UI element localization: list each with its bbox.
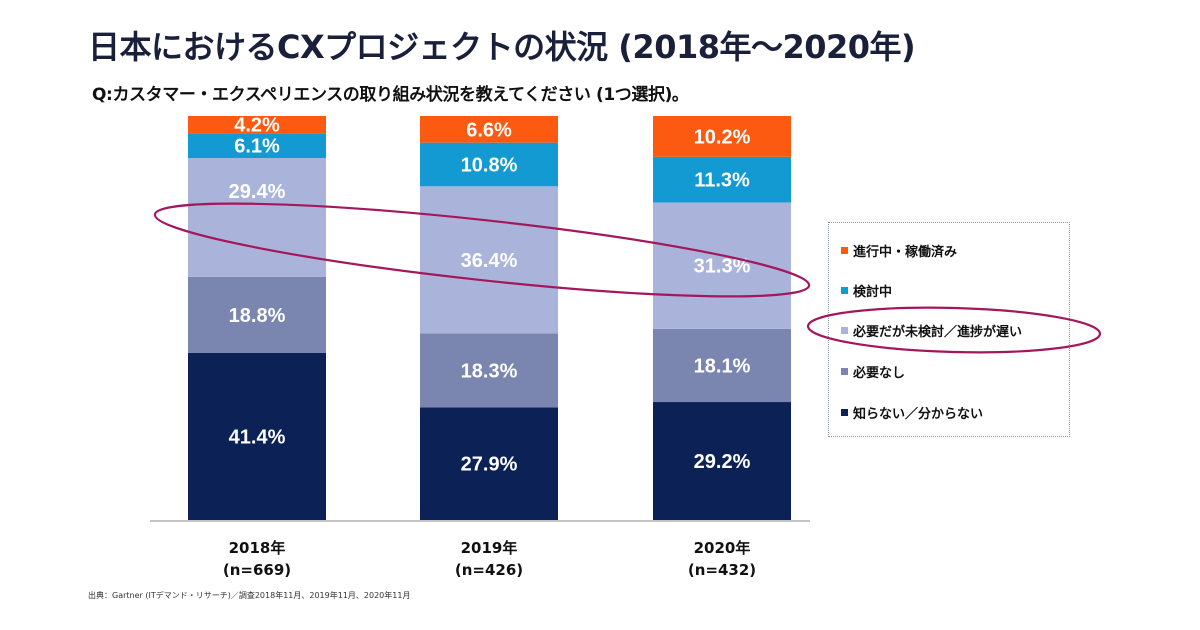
data-label: 29.4%	[229, 181, 286, 203]
bar-segment	[188, 352, 326, 520]
x-tick-label: 2018年	[229, 539, 286, 557]
legend-swatch-icon	[841, 247, 848, 254]
legend-label: 必要だが未検討／進捗が遅い	[853, 325, 1023, 340]
highlight-ellipse-bars	[153, 202, 811, 298]
x-tick-sublabel: (n=669)	[223, 561, 291, 579]
bar-segment	[653, 116, 791, 157]
bar-segment	[188, 276, 326, 353]
legend-swatch-icon	[841, 409, 848, 416]
x-tick-sublabel: (n=426)	[455, 561, 523, 579]
legend-label: 知らない／分からない	[853, 407, 984, 422]
data-label: 18.1%	[694, 355, 751, 377]
data-label: 10.2%	[694, 126, 751, 148]
bar-segment	[188, 158, 326, 277]
bar-segment	[188, 116, 326, 134]
legend-swatch-icon	[841, 327, 848, 334]
legend-item: 必要なし	[841, 362, 905, 381]
data-label: 6.6%	[466, 119, 512, 141]
data-label: 18.8%	[229, 305, 286, 327]
chart-legend: 進行中・稼働済み 検討中必要だが未検討／進捗が遅い 必要なし知らない／分からない	[828, 222, 1070, 437]
data-label: 27.9%	[461, 454, 518, 476]
legend-item: 検討中	[841, 281, 892, 300]
bars-group	[188, 116, 791, 520]
x-tick-label: 2020年	[694, 539, 751, 557]
legend-item: 必要だが未検討／進捗が遅い	[841, 321, 1022, 340]
bar-segment	[420, 333, 558, 408]
data-label: 4.2%	[234, 115, 280, 137]
data-label: 11.3%	[694, 170, 750, 192]
data-label: 18.3%	[461, 360, 518, 382]
bar-segment	[420, 142, 558, 187]
bar-segment	[420, 186, 558, 334]
bar-segment	[420, 116, 558, 143]
page-title: 日本におけるCXプロジェクトの状況 (2018年～2020年)	[88, 28, 916, 66]
data-label: 41.4%	[229, 426, 286, 448]
legend-label: 検討中	[853, 285, 893, 300]
data-label: 31.3%	[694, 256, 751, 278]
data-label: 29.2%	[694, 451, 751, 473]
data-label: 10.8%	[461, 154, 518, 176]
data-label: 6.1%	[234, 136, 280, 158]
category-labels-group: 2018年 (n=669) 2019年 (n=426) 2020年 (n=432)	[223, 539, 756, 579]
legend-item: 進行中・稼働済み	[841, 241, 957, 260]
bar-segment	[653, 328, 791, 403]
survey-question: Q:カスタマー・エクスペリエンスの取り組み状況を教えてください (1つ選択)。	[92, 85, 689, 105]
legend-swatch-icon	[841, 287, 848, 294]
bar-segment	[188, 133, 326, 159]
segment-labels-group: 41.4% 18.8% 29.4% 6.1%4.2% 27.9% 18.3% 36.4% 10…	[229, 115, 751, 476]
legend-label: 必要なし	[853, 366, 906, 381]
source-footnote: 出典：Gartner (ITデマンド・リサーチ)／調査2018年11月、2019…	[88, 591, 411, 600]
legend-item: 知らない／分からない	[841, 403, 983, 422]
bar-segment	[653, 402, 791, 520]
x-tick-label: 2019年	[461, 539, 518, 557]
bar-segment	[420, 407, 558, 520]
legend-label: 進行中・稼働済み	[853, 245, 958, 260]
data-label: 36.4%	[461, 250, 518, 272]
x-tick-sublabel: (n=432)	[688, 561, 756, 579]
legend-swatch-icon	[841, 368, 848, 375]
bar-segment	[653, 156, 791, 203]
